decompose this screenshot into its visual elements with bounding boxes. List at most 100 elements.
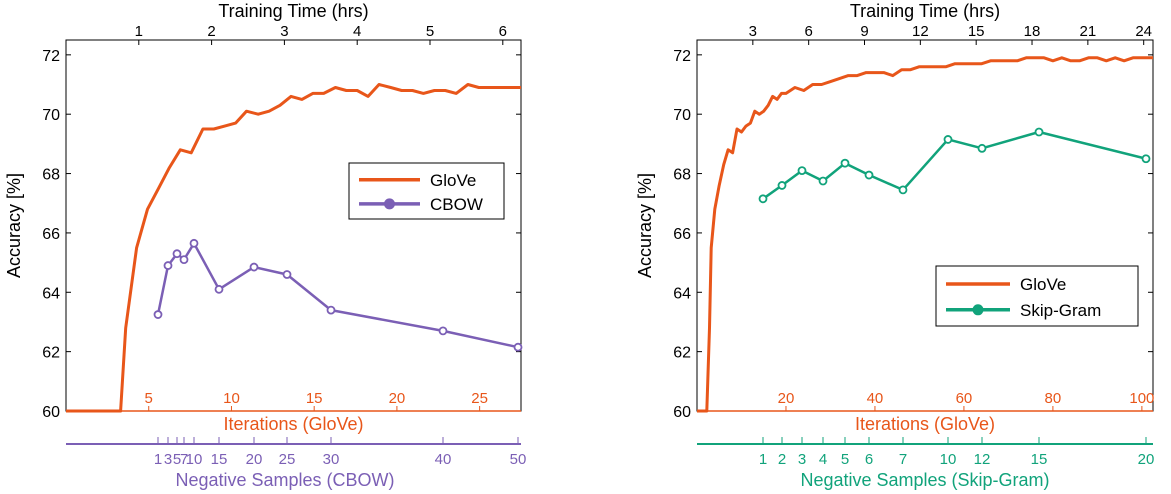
y-tick-label: 66: [42, 226, 60, 243]
negative-tick-label: 40: [435, 451, 452, 468]
iterations-tick-label: 15: [306, 390, 323, 407]
iterations-tick-label: 60: [956, 390, 973, 407]
y-tick-label: 68: [42, 167, 60, 184]
data-point-skipgram: [1141, 154, 1151, 164]
data-point-cbow: [172, 249, 182, 259]
data-point-skipgram: [943, 135, 953, 144]
top-tick-label: 18: [1024, 23, 1041, 40]
y-tick-label: 66: [673, 226, 691, 243]
negative-tick-label: 15: [1031, 451, 1048, 468]
data-point-cbow: [189, 238, 199, 248]
top-tick-label: 15: [968, 23, 985, 40]
y-tick-label: 70: [673, 107, 691, 124]
legend-label-glove: GloVe: [430, 171, 476, 190]
y-axis-label: Accuracy [%]: [635, 173, 655, 278]
iterations-tick-label: 20: [778, 390, 795, 407]
iterations-axis-label: Iterations (GloVe): [855, 414, 995, 434]
legend-marker-cbow: [384, 198, 395, 210]
data-point-cbow: [153, 310, 163, 319]
negative-tick-label: 4: [819, 451, 827, 468]
negative-tick-label: 6: [865, 451, 873, 468]
negative-axis-label: Negative Samples (Skip-Gram): [800, 470, 1049, 490]
negative-axis-label: Negative Samples (CBOW): [175, 470, 394, 490]
data-point-cbow: [179, 255, 189, 265]
top-axis-label: Training Time (hrs): [218, 1, 368, 21]
legend-box: [348, 162, 505, 220]
legend-marker-skipgram: [972, 304, 984, 316]
data-point-skipgram: [840, 158, 850, 168]
y-tick-label: 70: [42, 107, 60, 124]
negative-tick-label: 25: [279, 451, 296, 468]
data-point-cbow: [282, 270, 292, 279]
negative-tick-label: 7: [180, 451, 188, 468]
top-tick-label: 21: [1080, 23, 1097, 40]
negative-tick-label: 1: [759, 451, 767, 468]
y-tick-label: 64: [42, 285, 60, 302]
top-tick-label: 9: [860, 23, 868, 40]
top-tick-label: 4: [353, 23, 361, 40]
iterations-tick-label: 20: [389, 390, 406, 407]
data-point-cbow: [513, 342, 523, 352]
negative-tick-label: 5: [841, 451, 849, 468]
negative-tick-label: 10: [940, 451, 957, 468]
iterations-tick-label: 40: [867, 390, 884, 407]
negative-tick-label: 50: [510, 451, 527, 468]
data-point-skipgram: [797, 166, 807, 175]
negative-tick-label: 20: [1138, 451, 1155, 468]
legend-label-skipgram: Skip-Gram: [1020, 301, 1101, 320]
negative-tick-label: 5: [173, 451, 181, 468]
top-tick-label: 3: [280, 23, 288, 40]
iterations-tick-label: 5: [145, 390, 153, 407]
top-tick-label: 6: [499, 23, 507, 40]
y-tick-label: 60: [42, 404, 60, 421]
iterations-tick-label: 100: [1129, 390, 1154, 407]
data-point-skipgram: [977, 143, 987, 153]
y-tick-label: 62: [673, 345, 691, 362]
negative-tick-label: 3: [164, 451, 172, 468]
negative-tick-label: 20: [246, 451, 263, 468]
data-point-skipgram: [818, 176, 828, 186]
y-tick-label: 64: [673, 285, 691, 302]
data-point-cbow: [326, 305, 336, 315]
data-point-cbow: [214, 284, 224, 294]
negative-tick-label: 3: [798, 451, 806, 468]
negative-tick-label: 15: [211, 451, 228, 468]
top-tick-label: 6: [805, 23, 813, 40]
data-point-skipgram: [864, 170, 874, 180]
top-tick-label: 1: [135, 23, 143, 40]
legend-box: [935, 265, 1139, 327]
data-point-cbow: [249, 262, 259, 272]
top-tick-label: 3: [749, 23, 757, 40]
chart-panel-1: 60 62 64 66 68 70 72 Accuracy [%] 1 2 3 4 5 6 Training…: [4, 1, 526, 490]
data-point-skipgram: [898, 185, 908, 195]
top-axis-label: Training Time (hrs): [850, 1, 1000, 21]
negative-tick-label: 12: [974, 451, 991, 468]
negative-tick-label: 7: [899, 451, 907, 468]
series-line-glove: [66, 83, 521, 413]
iterations-tick-label: 10: [223, 390, 240, 407]
top-tick-label: 24: [1135, 23, 1152, 40]
top-tick-label: 5: [426, 23, 434, 40]
negative-tick-label: 10: [186, 451, 203, 468]
iterations-tick-label: 25: [471, 390, 488, 407]
negative-tick-label: 30: [323, 451, 340, 468]
legend-label-cbow: CBOW: [430, 195, 483, 214]
series-line-cbow: [156, 242, 519, 349]
legend-label-glove: GloVe: [1020, 275, 1066, 294]
data-point-cbow: [163, 261, 173, 270]
iterations-axis-label: Iterations (GloVe): [223, 414, 363, 434]
series-line-glove: [697, 56, 1153, 413]
iterations-tick-label: 80: [1045, 390, 1062, 407]
data-point-skipgram: [1034, 127, 1044, 137]
y-tick-label: 60: [673, 404, 691, 421]
y-tick-label: 68: [673, 167, 691, 184]
negative-tick-label: 1: [154, 451, 162, 468]
data-point-skipgram: [758, 194, 768, 204]
y-axis-label: Accuracy [%]: [4, 173, 24, 278]
y-tick-label: 62: [42, 345, 60, 362]
data-point-skipgram: [777, 181, 787, 190]
top-tick-label: 2: [207, 23, 215, 40]
plot-frame: [696, 39, 1154, 412]
